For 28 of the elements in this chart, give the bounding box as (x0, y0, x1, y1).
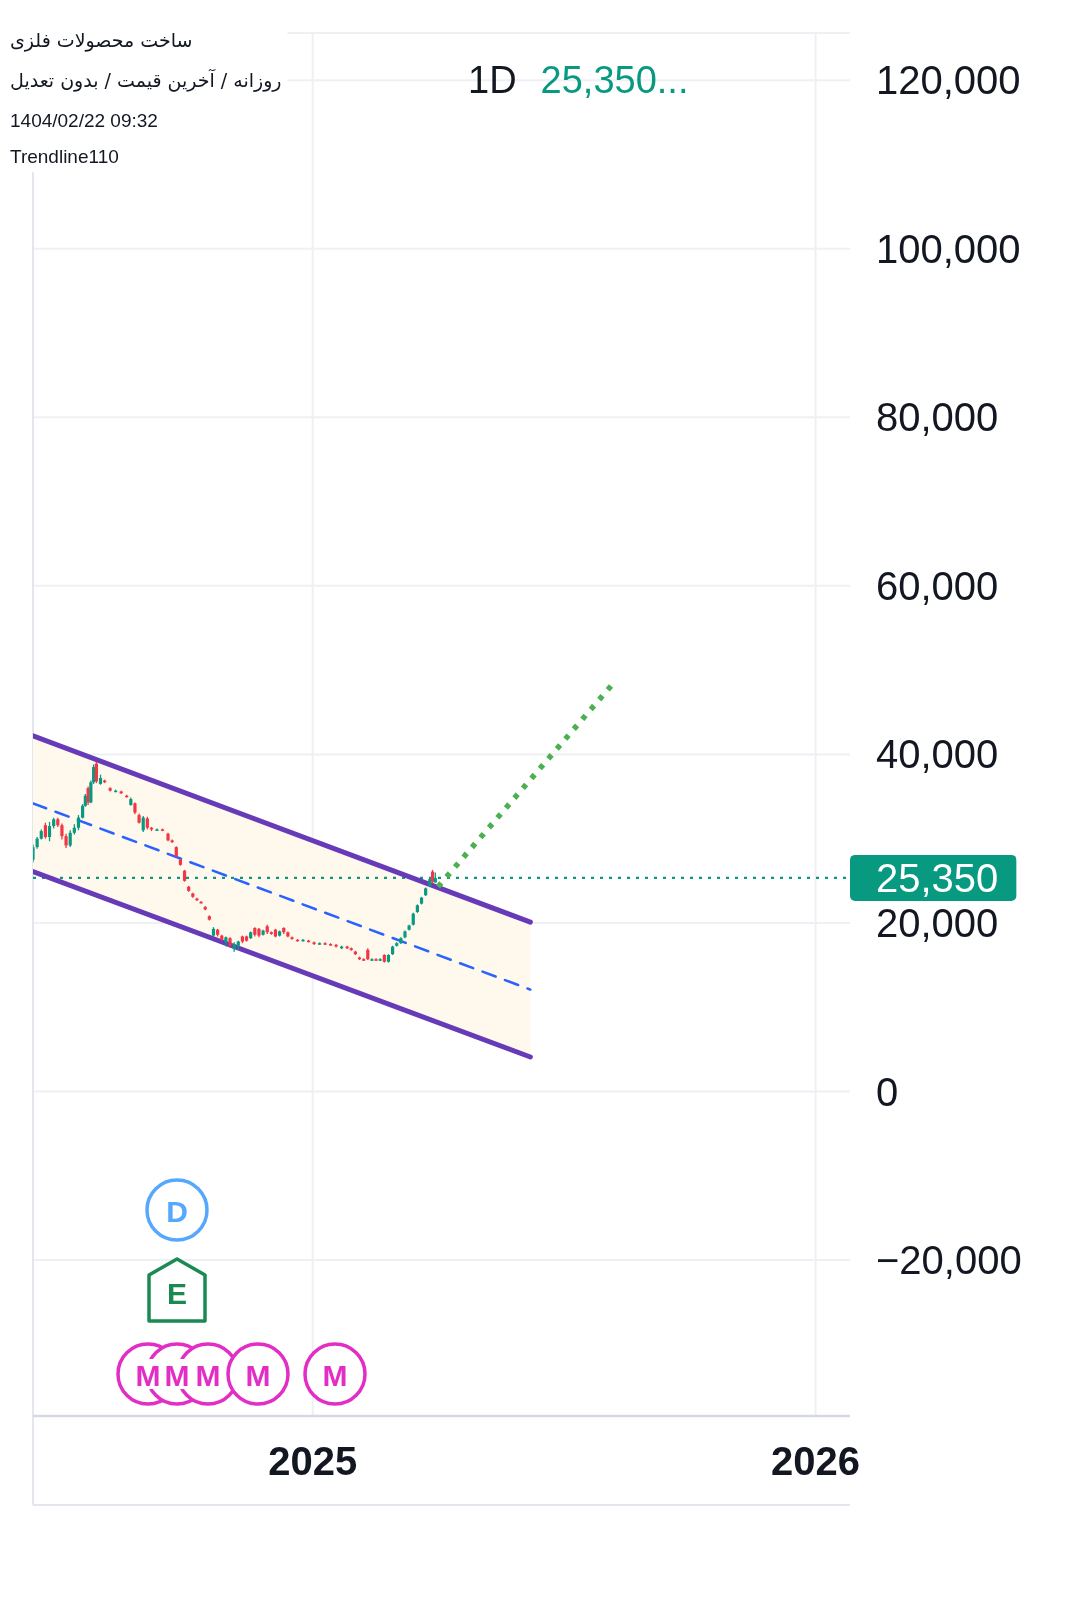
annotation: E (166, 1276, 188, 1310)
candlestick (47, 821, 52, 842)
annotation: M (164, 1358, 190, 1392)
y-tick-label: 60,000 (876, 563, 999, 608)
y-tick-label: 0 (876, 1069, 899, 1114)
y-tick-label: 20,000 (876, 900, 999, 945)
annotation: M (135, 1358, 161, 1392)
annotation: ساخت محصولات فلزی (10, 29, 193, 52)
y-tick-label: 120,000 (876, 58, 1021, 103)
text: 25,350... (540, 59, 689, 101)
ref-line-label: 25,350 (876, 855, 999, 900)
y-tick-label: −20,000 (876, 1238, 1022, 1283)
text: 1D (468, 59, 517, 101)
annotation: M (322, 1358, 348, 1392)
candlestick (224, 935, 228, 948)
price-label: 25,350 (850, 854, 1017, 901)
annotation: روزانه / آخرین قیمت / بدون تعدیل (10, 68, 282, 92)
y-tick-label: 40,000 (876, 732, 999, 777)
annotation: M (245, 1358, 271, 1392)
y-tick-label: 100,000 (876, 226, 1021, 271)
x-tick-label: 2026 (771, 1439, 861, 1483)
annotation: M (195, 1358, 221, 1392)
annotation: 1404/02/22 09:32 (10, 109, 158, 131)
x-tick-label: 2025 (268, 1439, 358, 1483)
annotation: Trendline110 (10, 145, 119, 167)
y-tick-label: 80,000 (876, 395, 999, 440)
annotation: D (166, 1194, 188, 1228)
candlestick (290, 935, 294, 941)
